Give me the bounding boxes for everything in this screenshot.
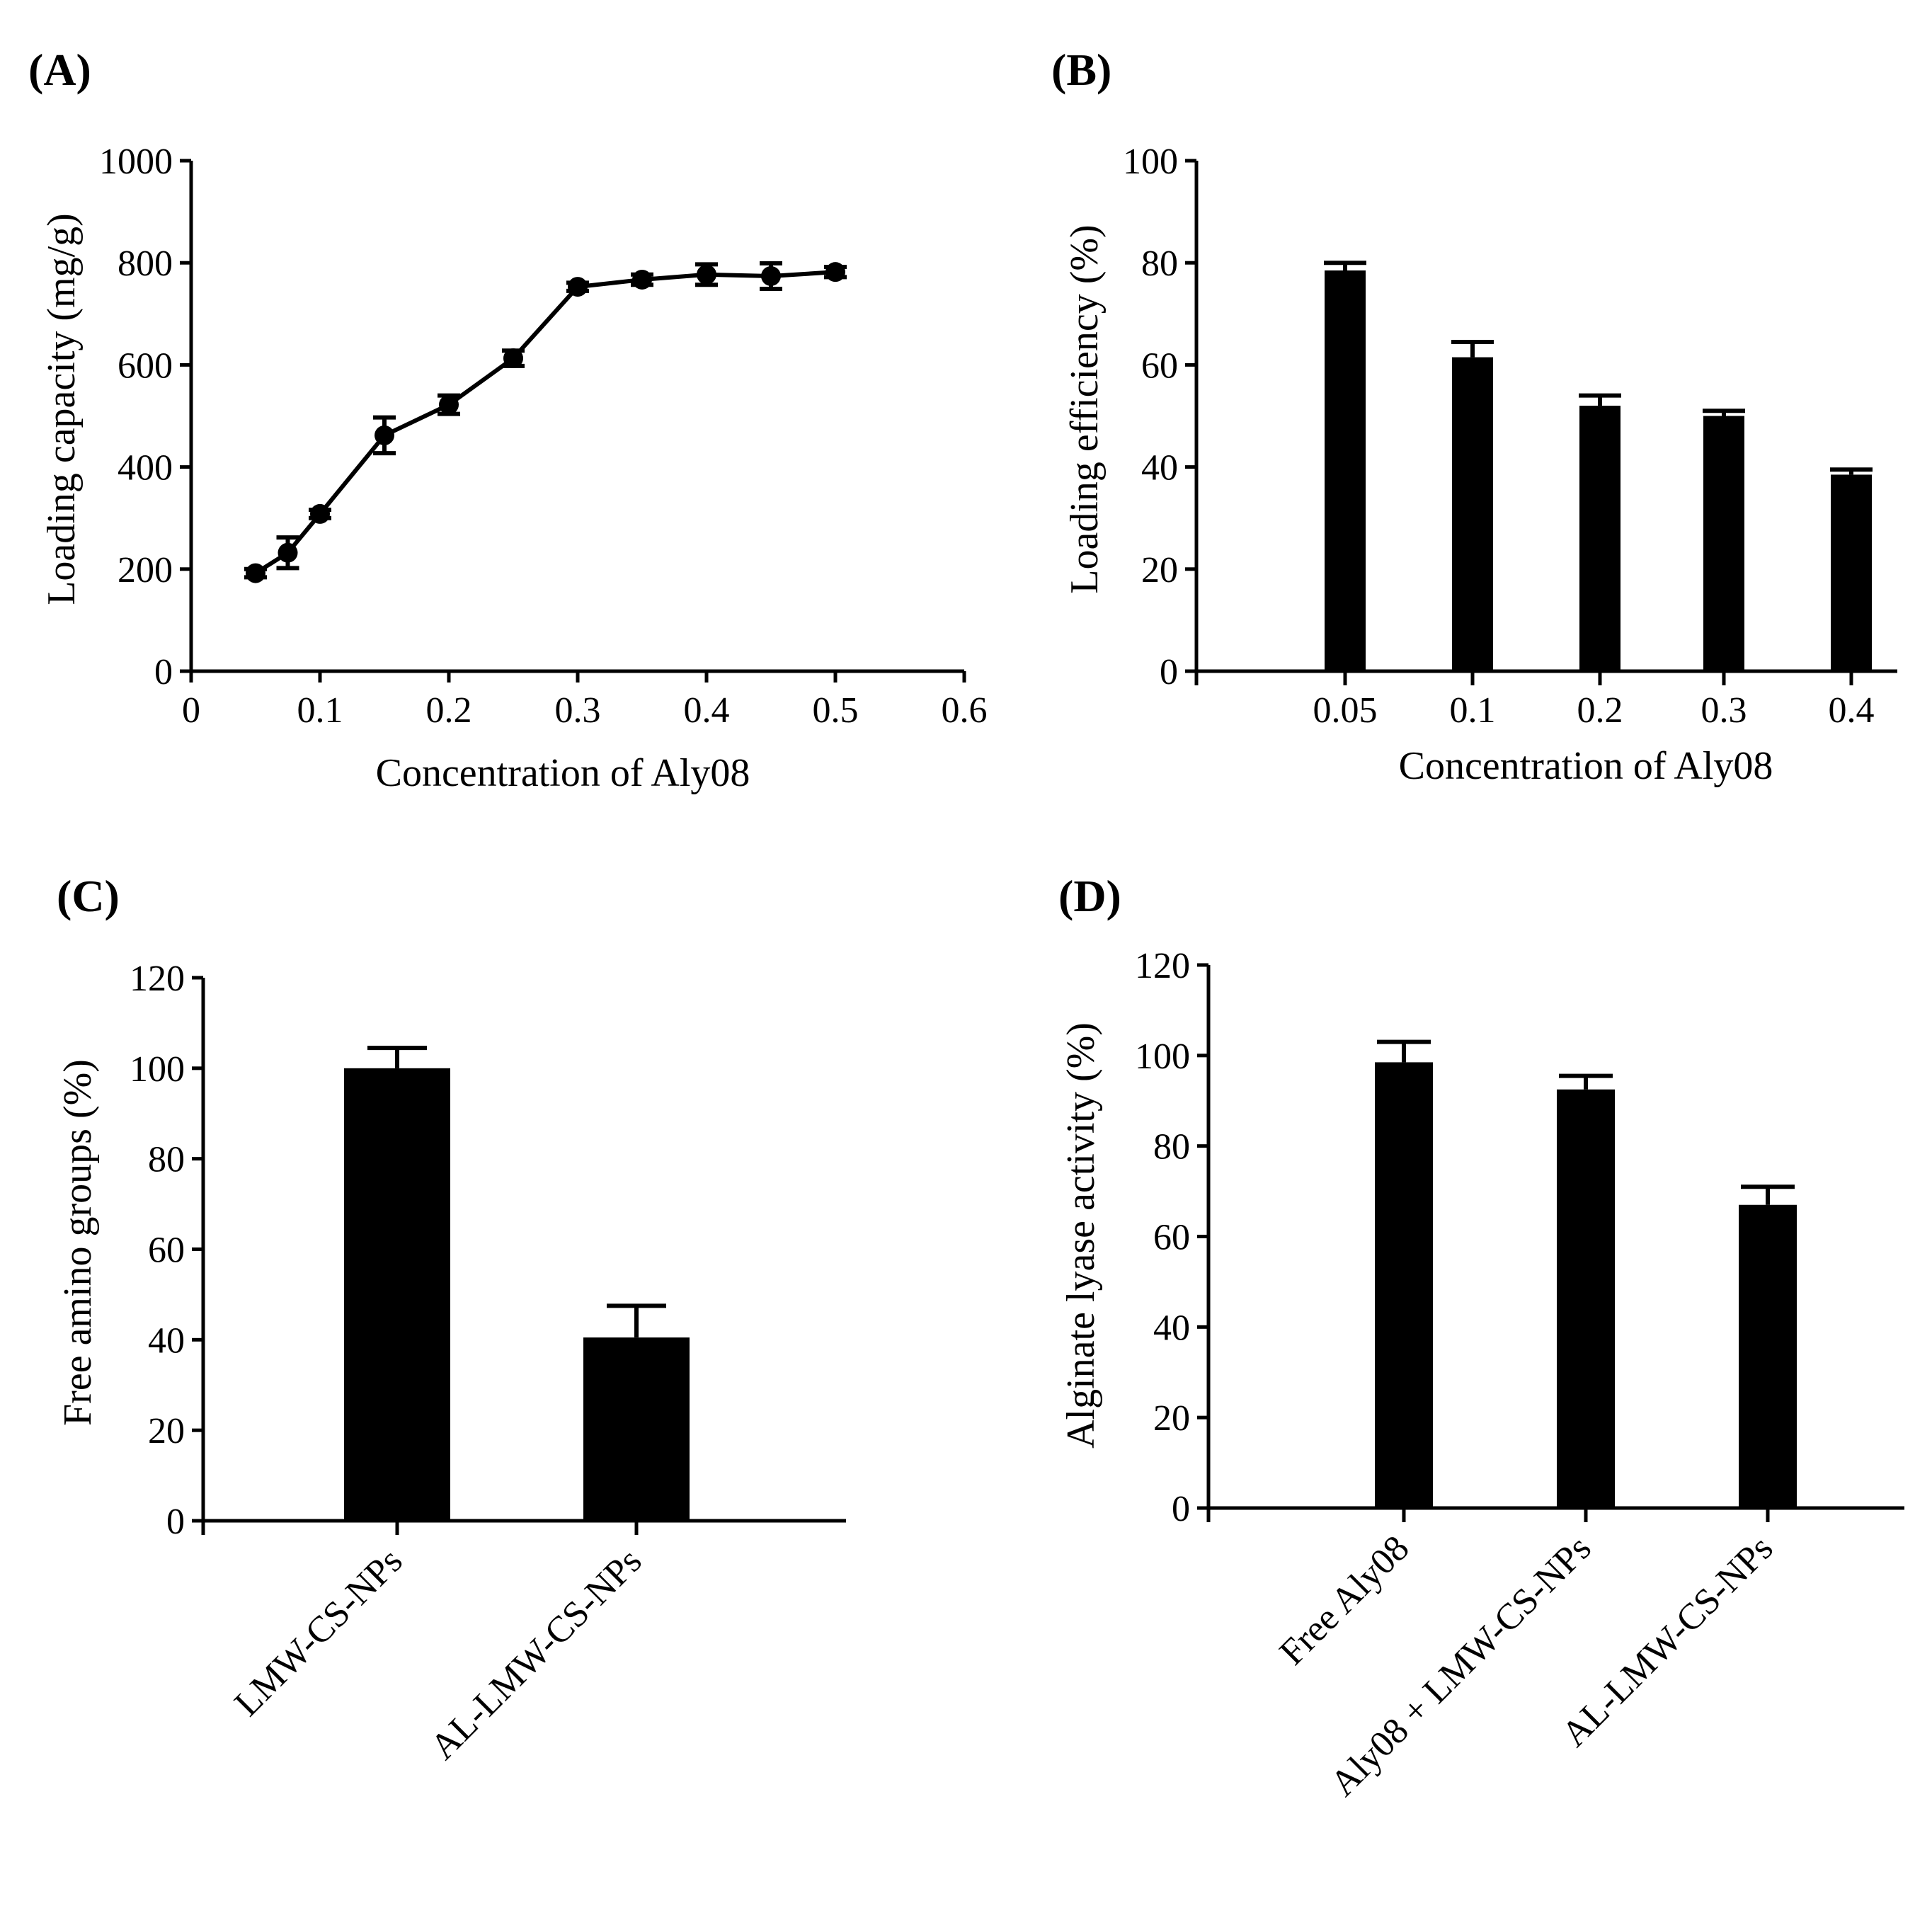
panel-a-data-point [246, 563, 265, 583]
panel-b-ytick-label: 40 [1141, 448, 1178, 489]
panel-c-ytick-label: 40 [148, 1320, 185, 1361]
panel-c-ytick-label: 0 [166, 1502, 185, 1542]
panel-c-ytick-label: 60 [148, 1230, 185, 1271]
panel-b-xtick-label: 0.1 [1450, 690, 1496, 731]
panel-b-ytick-label: 60 [1141, 346, 1178, 386]
panel-d-label: (D) [1058, 871, 1121, 921]
panel-b-bar [1579, 406, 1621, 671]
panel-a-ytick-label: 0 [154, 652, 173, 692]
panel-b-ylabel: Loading efficiency (%) [1063, 224, 1107, 593]
panel-a-ytick-label: 800 [118, 244, 173, 284]
panel-a-xtick-label: 0.3 [555, 690, 601, 731]
panel-d-ytick-label: 20 [1153, 1398, 1190, 1439]
panel-b-xtick-label: 0.2 [1577, 690, 1623, 731]
panel-a-ytick-label: 600 [118, 346, 173, 386]
panel-a-data-point [278, 542, 298, 563]
panel-d: (D) Alginate lyase activity (%) 0 20 40 60 8… [1058, 871, 1904, 1804]
panel-b-ytick-label: 100 [1123, 142, 1178, 182]
panel-c-xtick-label: LMW-CS-NPs [227, 1541, 411, 1724]
panel-d-xtick-label: Free Aly08 [1272, 1528, 1417, 1673]
panel-c-ytick-label: 120 [130, 959, 185, 999]
panel-c-bar [344, 1068, 450, 1521]
panel-d-ytick-label: 100 [1135, 1037, 1190, 1077]
panel-d-ytick-label: 120 [1135, 946, 1190, 986]
panel-c-ytick-label: 80 [148, 1140, 185, 1180]
panel-c: (C) Free amino groups (%) 0 20 40 60 80 100 12… [56, 871, 846, 1767]
panel-b-xlabel: Concentration of Aly08 [1399, 744, 1773, 788]
panel-a-label: (A) [28, 45, 91, 95]
panel-c-ytick-label: 20 [148, 1411, 185, 1451]
panel-a-data-point [761, 265, 781, 286]
panel-d-ytick-label: 60 [1153, 1218, 1190, 1258]
panel-b-xtick-label: 0.3 [1701, 690, 1747, 731]
panel-d-bar [1739, 1204, 1797, 1508]
panel-b-bar [1831, 474, 1872, 671]
panel-d-bar [1375, 1062, 1433, 1508]
panel-b-bar [1452, 357, 1493, 671]
panel-a-xtick-label: 0 [182, 690, 200, 731]
panel-c-ytick-label: 100 [130, 1049, 185, 1090]
panel-a: (A) Loading capacity (mg/g) Concentratio… [28, 45, 988, 795]
panel-c-bar [583, 1337, 690, 1521]
panel-b-bar [1325, 270, 1366, 671]
panel-b-bar [1703, 416, 1744, 671]
panel-a-data-point [503, 348, 523, 369]
panel-d-ytick-label: 0 [1172, 1489, 1190, 1529]
panel-a-data-point [825, 262, 845, 282]
panel-a-data-point [568, 277, 588, 297]
panel-b-ytick-label: 80 [1141, 244, 1178, 284]
panel-a-xtick-label: 0.4 [684, 690, 730, 731]
panel-c-label: (C) [57, 871, 120, 921]
panel-b: (B) Loading efficiency (%) Concentration… [1051, 45, 1897, 788]
panel-b-ytick-label: 0 [1160, 652, 1178, 692]
panel-a-ylabel: Loading capacity (mg/g) [40, 213, 84, 605]
panel-c-ylabel: Free amino groups (%) [56, 1059, 100, 1426]
panel-a-data-point [375, 425, 394, 445]
panel-a-data-point [310, 503, 330, 524]
panel-a-data-point [439, 394, 459, 415]
panel-d-ytick-label: 80 [1153, 1127, 1190, 1167]
panel-a-series-line [254, 270, 836, 576]
panel-a-data-point [697, 264, 716, 285]
panel-b-xtick-label: 0.05 [1313, 690, 1378, 731]
panel-a-xtick-label: 0.5 [813, 690, 859, 731]
panel-a-xtick-label: 0.1 [297, 690, 343, 731]
panel-d-ylabel: Alginate lyase activity (%) [1059, 1022, 1103, 1449]
panel-d-ytick-label: 40 [1153, 1308, 1190, 1348]
panel-a-xtick-label: 0.2 [426, 690, 472, 731]
panel-b-ytick-label: 20 [1141, 550, 1178, 590]
panel-c-xtick-label: AL-LMW-CS-NPs [423, 1541, 649, 1767]
panel-a-xlabel: Concentration of Aly08 [376, 751, 750, 795]
panel-a-data-point [632, 269, 652, 290]
panel-a-ytick-label: 1000 [99, 142, 173, 182]
panel-a-ytick-label: 200 [118, 550, 173, 590]
panel-b-label: (B) [1051, 45, 1111, 95]
panel-a-ytick-label: 400 [118, 448, 173, 489]
panel-d-bar [1557, 1089, 1615, 1508]
panel-b-xtick-label: 0.4 [1829, 690, 1875, 731]
panel-a-xtick-label: 0.6 [942, 690, 988, 731]
